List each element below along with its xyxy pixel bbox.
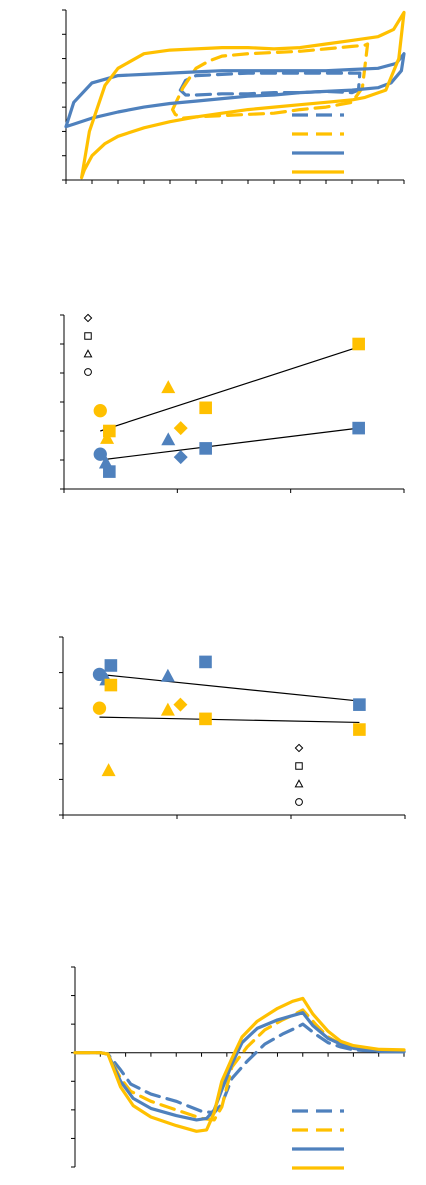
marker-diamond [294, 743, 304, 753]
chart-4-axes [71, 966, 405, 1168]
marker-square [84, 332, 92, 340]
marker-square [199, 442, 212, 455]
trend-line [100, 346, 359, 432]
marker-diamond [83, 313, 93, 323]
chart-2-marker-legend [83, 313, 93, 376]
marker-diamond [173, 450, 188, 465]
marker-square [295, 762, 303, 770]
series-dashed-yellow-line [73, 1008, 406, 1122]
chart-2 [60, 313, 405, 493]
marker-circle [93, 447, 107, 461]
chart-1-axes [62, 9, 405, 184]
marker-square [104, 678, 118, 692]
marker-triangle [100, 430, 115, 444]
series-dashed-blue-line [178, 71, 362, 97]
marker-triangle [101, 763, 116, 777]
marker-square [199, 401, 212, 415]
trend-line [100, 427, 359, 461]
chart-1-series [64, 10, 406, 180]
marker-square [352, 421, 365, 435]
series-solid-yellow-line [79, 10, 406, 180]
marker-triangle [161, 380, 176, 394]
marker-triangle [161, 432, 176, 446]
marker-circle [84, 368, 92, 376]
chart-3 [59, 636, 406, 819]
series-dashed-blue-line [73, 1022, 406, 1115]
trend-line [99, 673, 360, 702]
marker-triangle [160, 702, 175, 716]
chart-2-fits [100, 346, 359, 461]
marker-triangle [98, 455, 113, 469]
marker-triangle [83, 349, 93, 358]
marker-circle [92, 667, 107, 682]
marker-square [352, 337, 365, 351]
marker-triangle [294, 779, 304, 788]
marker-square [353, 723, 366, 736]
chart-2-axes [60, 314, 405, 493]
series-solid-blue-line [64, 52, 406, 129]
marker-circle [295, 798, 303, 806]
marker-square [104, 659, 118, 672]
chart-3-points [92, 655, 366, 777]
trend-line [99, 716, 360, 724]
chart-4-legend [292, 1109, 344, 1170]
chart-3-fits [99, 673, 360, 724]
marker-square [353, 698, 366, 711]
chart-1 [62, 9, 406, 184]
marker-triangle [160, 668, 175, 682]
chart-4 [71, 966, 406, 1170]
series-solid-yellow-line [73, 996, 406, 1133]
marker-diamond [173, 697, 188, 712]
chart-3-axes [59, 636, 406, 819]
marker-circle [92, 701, 107, 715]
chart-3-marker-legend [294, 743, 304, 806]
marker-square [199, 712, 212, 726]
chart-1-legend [292, 113, 344, 174]
series-solid-blue-line [73, 1011, 406, 1122]
chart-2-points [93, 337, 365, 478]
marker-diamond [173, 421, 188, 436]
marker-circle [93, 404, 107, 418]
chart-4-series [73, 996, 406, 1133]
marker-square [199, 655, 212, 669]
